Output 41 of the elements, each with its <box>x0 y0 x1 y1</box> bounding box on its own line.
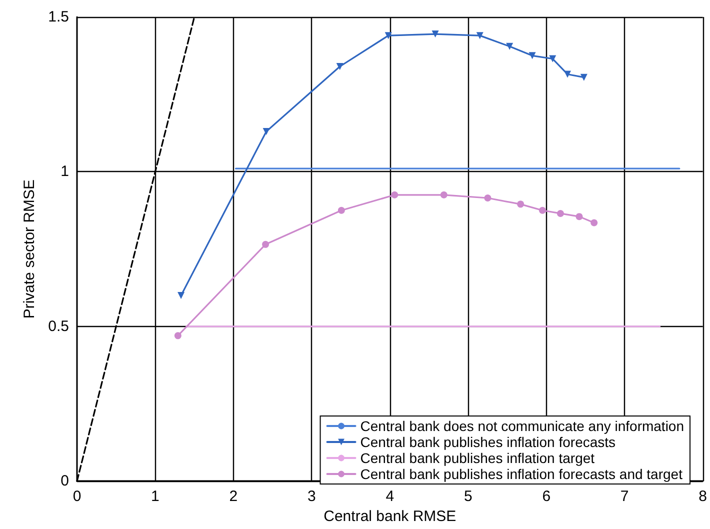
point <box>556 210 564 217</box>
y-tick-label: 0.5 <box>48 318 69 335</box>
point <box>506 42 514 50</box>
x-tick-label: 4 <box>386 488 394 506</box>
point <box>484 194 492 202</box>
legend-label: Central bank does not communicate any information <box>360 418 684 434</box>
point <box>538 206 546 214</box>
y-tick-label: 1 <box>60 163 69 180</box>
point <box>336 63 344 70</box>
x-tick-label: 0 <box>72 488 82 506</box>
point <box>178 292 185 299</box>
point <box>262 128 270 135</box>
x-axis-title: Central bank RMSE <box>324 508 456 525</box>
legend-label: Central bank publishes inflation forecasts and target <box>360 466 683 482</box>
point <box>590 219 598 226</box>
point <box>262 240 270 248</box>
point <box>528 52 536 60</box>
point <box>432 30 439 38</box>
y-tick-label: 1.5 <box>48 8 69 26</box>
point <box>174 332 182 340</box>
point <box>476 32 484 40</box>
x-tick-label: 5 <box>464 488 472 506</box>
point <box>391 191 398 198</box>
point <box>549 55 556 62</box>
x-tick-label: 8 <box>698 488 707 506</box>
point <box>440 191 448 198</box>
point <box>576 213 583 220</box>
point <box>384 32 392 40</box>
legend-label: Central bank publishes inflation target <box>360 450 595 466</box>
x-tick-label: 1 <box>151 488 160 506</box>
x-tick-label: 2 <box>229 488 238 506</box>
y-axis-title: Private sector RMSE <box>21 179 38 319</box>
x-tick-label: 3 <box>308 488 316 506</box>
y-tick-label: 0 <box>60 472 69 490</box>
x-tick-label: 7 <box>620 488 629 506</box>
point <box>580 74 588 81</box>
point <box>338 206 345 214</box>
point <box>564 70 571 78</box>
x-tick-label: 6 <box>542 488 551 506</box>
legend-label: Central bank publishes inflation forecasts <box>360 434 616 450</box>
point <box>517 200 524 208</box>
